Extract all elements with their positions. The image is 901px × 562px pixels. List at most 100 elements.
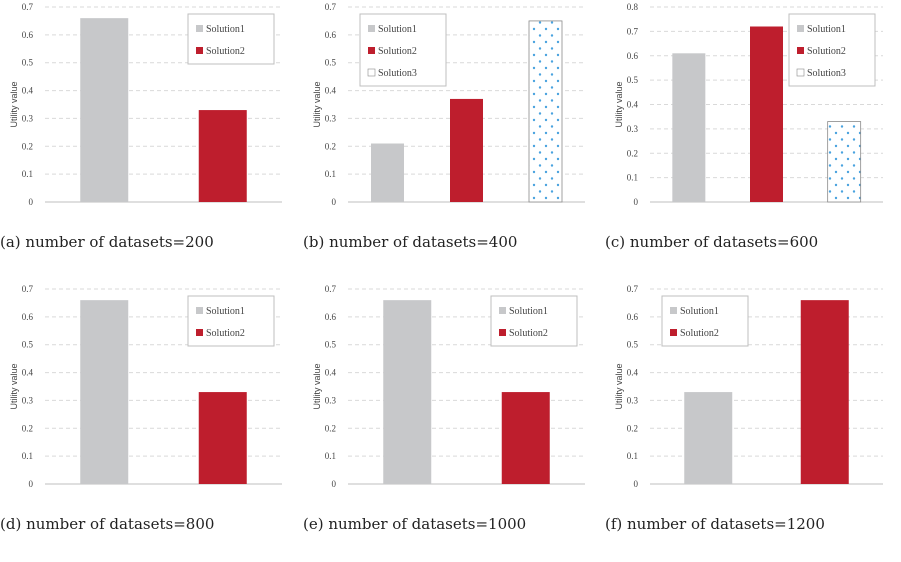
y-tick-label: 0.7: [325, 2, 337, 12]
legend-label: Solution1: [378, 24, 417, 35]
y-tick-label: 0.6: [325, 312, 337, 322]
bar-chart: 0 0.1 0.2 0.3 0.4 0.5 0.6 0.7 0.8 Utility value So…: [614, 2, 883, 207]
legend-swatch-solution3: [796, 68, 805, 77]
legend-swatch-solution2: [499, 329, 506, 336]
bar-solution2: [750, 26, 783, 202]
legend: Solution1 Solution2: [490, 295, 578, 347]
y-tick-label: 0.2: [22, 141, 33, 151]
bar-solution1: [80, 300, 129, 484]
bar-chart: 0 0.1 0.2 0.3 0.4 0.5 0.6 0.7 Utility value Solut…: [9, 284, 282, 489]
y-axis-label: Utility value: [614, 363, 624, 409]
y-tick-label: 0.5: [325, 340, 337, 350]
y-tick-label: 0.3: [325, 113, 337, 123]
legend-box: [490, 295, 578, 347]
y-tick-label: 0: [29, 197, 34, 207]
y-tick-label: 0.3: [627, 395, 639, 405]
y-tick-label: 0.2: [325, 141, 336, 151]
y-tick-label: 0.6: [325, 30, 337, 40]
bar-solution1: [371, 143, 404, 202]
chart-panel-f: 0 0.1 0.2 0.3 0.4 0.5 0.6 0.7 Utility value Solut…: [605, 282, 901, 562]
legend-label: Solution2: [680, 328, 719, 339]
legend-swatch-solution3: [367, 68, 376, 77]
y-tick-label: 0: [634, 479, 639, 489]
bar-solution1: [672, 53, 706, 202]
legend-label: Solution1: [807, 24, 846, 35]
y-tick-label: 0.5: [325, 58, 337, 68]
y-tick-label: 0.2: [325, 423, 336, 433]
y-axis-label: Utility value: [312, 363, 322, 409]
y-tick-label: 0.7: [627, 284, 639, 294]
y-tick-label: 0.2: [627, 148, 638, 158]
y-tick-label: 0: [29, 479, 34, 489]
bar-solution2: [198, 392, 247, 484]
legend-swatch-solution1: [670, 307, 677, 314]
chart-panel-e: 0 0.1 0.2 0.3 0.4 0.5 0.6 0.7 Utility value Solut…: [303, 282, 603, 562]
bar-solution1: [80, 18, 129, 203]
y-tick-label: 0.3: [22, 113, 34, 123]
y-tick-label: 0.2: [627, 423, 638, 433]
y-tick-label: 0.1: [22, 169, 33, 179]
legend-label: Solution1: [206, 306, 245, 317]
legend-label: Solution1: [509, 306, 548, 317]
y-tick-label: 0.7: [325, 284, 337, 294]
y-tick-label: 0.4: [325, 368, 337, 378]
bar-chart: 0 0.1 0.2 0.3 0.4 0.5 0.6 0.7 Utility value Solut…: [312, 2, 585, 207]
y-tick-label: 0.6: [22, 30, 34, 40]
bar-chart: 0 0.1 0.2 0.3 0.4 0.5 0.6 0.7 Utility value Solut…: [312, 284, 585, 489]
legend: Solution1 Solution2 Solution3: [788, 13, 876, 87]
bar-solution3: [528, 20, 563, 203]
chart-caption: (c) number of datasets=600: [605, 233, 819, 251]
y-tick-label: 0.4: [22, 368, 34, 378]
legend-label: Solution2: [807, 46, 846, 57]
legend-swatch-solution1: [196, 25, 203, 32]
legend-label: Solution2: [206, 46, 245, 57]
y-tick-label: 0.5: [22, 340, 34, 350]
y-axis-label: Utility value: [312, 81, 322, 127]
y-tick-label: 0.7: [22, 2, 34, 12]
bar-solution2: [198, 110, 247, 202]
legend-swatch-solution2: [670, 329, 677, 336]
legend-swatch-solution2: [196, 47, 203, 54]
legend-box: [187, 13, 275, 65]
bar-solution1: [684, 392, 733, 484]
y-tick-label: 0.1: [627, 173, 638, 183]
legend: Solution1 Solution2 Solution3: [359, 13, 447, 87]
bar-solution2: [800, 300, 849, 484]
legend: Solution1 Solution2: [661, 295, 749, 347]
y-tick-label: 0.1: [22, 451, 33, 461]
y-tick-label: 0.4: [325, 86, 337, 96]
y-tick-label: 0.4: [22, 86, 34, 96]
y-tick-label: 0.4: [627, 100, 639, 110]
bar-solution1: [383, 300, 432, 484]
bar-solution2: [450, 98, 483, 202]
legend-label: Solution3: [807, 68, 846, 79]
bar-solution2: [501, 392, 550, 484]
legend-label: Solution2: [509, 328, 548, 339]
legend-label: Solution1: [206, 24, 245, 35]
y-tick-label: 0: [332, 479, 337, 489]
legend-swatch-solution1: [499, 307, 506, 314]
y-tick-label: 0.4: [627, 368, 639, 378]
chart-caption: (f) number of datasets=1200: [605, 515, 825, 533]
chart-panel-b: 0 0.1 0.2 0.3 0.4 0.5 0.6 0.7 Utility value Solut…: [303, 0, 603, 280]
chart-panel-a: 0 0.1 0.2 0.3 0.4 0.5 0.6 0.7 Utility value Solut…: [0, 0, 300, 280]
legend: Solution1 Solution2: [187, 295, 275, 347]
y-tick-label: 0.1: [325, 451, 336, 461]
chart-panel-d: 0 0.1 0.2 0.3 0.4 0.5 0.6 0.7 Utility value Solut…: [0, 282, 300, 562]
y-tick-label: 0: [634, 197, 639, 207]
chart-panel-c: 0 0.1 0.2 0.3 0.4 0.5 0.6 0.7 0.8 Utility value So…: [605, 0, 901, 280]
y-tick-label: 0.7: [627, 26, 639, 36]
y-axis-label: Utility value: [9, 363, 19, 409]
y-tick-label: 0.6: [22, 312, 34, 322]
legend-swatch-solution2: [196, 329, 203, 336]
y-axis-label: Utility value: [614, 81, 624, 127]
legend-swatch-solution1: [797, 25, 804, 32]
y-tick-label: 0.1: [627, 451, 638, 461]
chart-caption: (d) number of datasets=800: [0, 515, 215, 533]
y-tick-label: 0.3: [627, 124, 639, 134]
legend-label: Solution3: [378, 68, 417, 79]
y-tick-label: 0.3: [22, 395, 34, 405]
legend-box: [187, 295, 275, 347]
y-tick-label: 0.7: [22, 284, 34, 294]
y-axis-label: Utility value: [9, 81, 19, 127]
